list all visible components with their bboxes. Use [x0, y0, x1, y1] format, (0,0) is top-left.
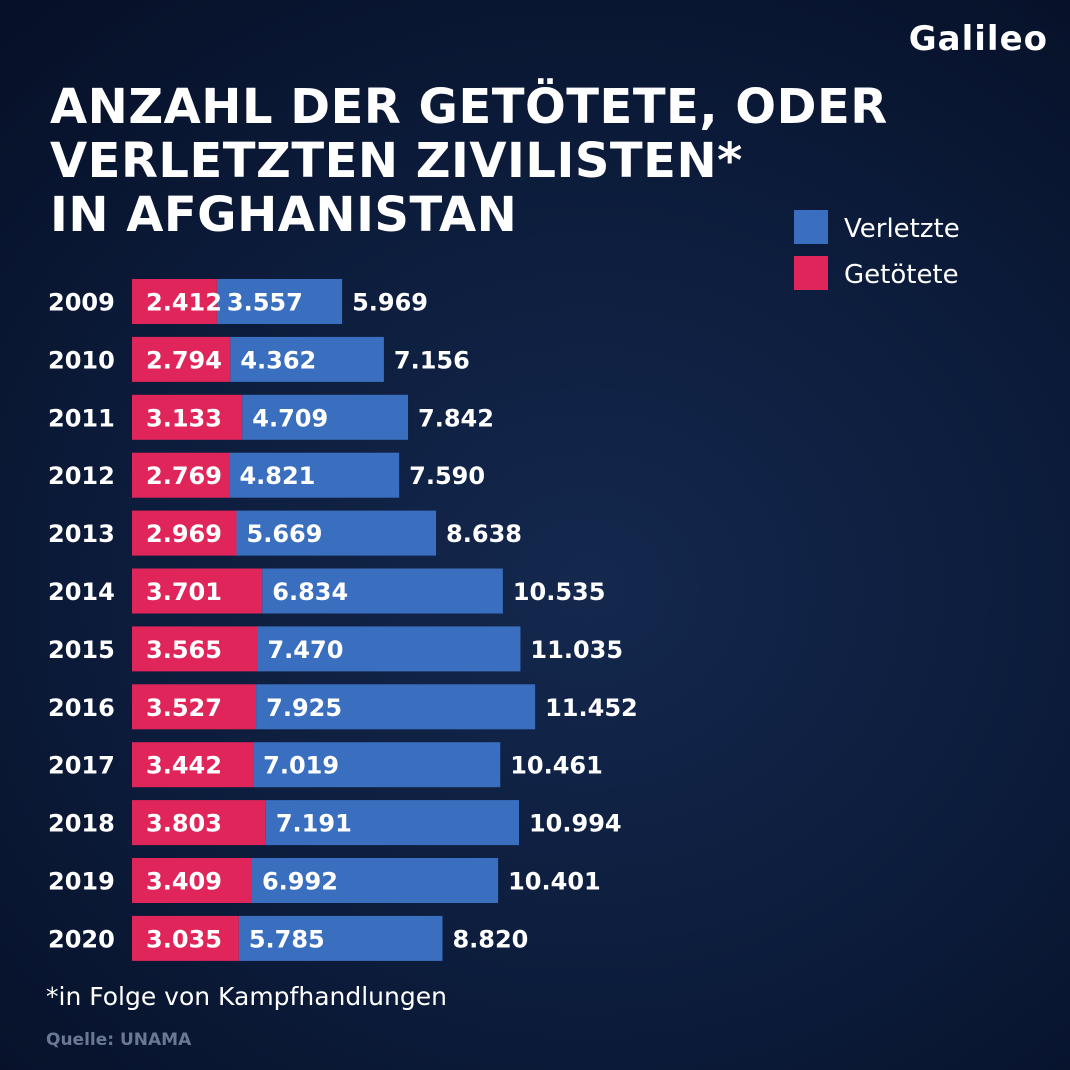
title-line-1: ANZAHL DER GETÖTETE, ODER: [50, 79, 888, 135]
year-label: 2016: [48, 694, 115, 722]
total-value-label: 11.452: [545, 694, 638, 722]
injured-value-label: 7.191: [276, 810, 352, 838]
killed-value-label: 3.035: [146, 925, 222, 953]
total-value-label: 5.969: [352, 289, 428, 317]
injured-value-label: 7.470: [267, 636, 343, 664]
total-value-label: 10.401: [508, 868, 601, 896]
injured-value-label: 5.669: [247, 520, 323, 548]
bar-killed: [132, 626, 258, 672]
injured-value-label: 6.834: [272, 578, 348, 606]
bar-killed: [132, 510, 237, 556]
bar-injured: [230, 336, 384, 382]
year-label: 2015: [48, 636, 115, 664]
bar-injured: [236, 510, 437, 556]
total-value-label: 10.994: [529, 810, 622, 838]
bar-injured: [216, 279, 343, 324]
year-label: 2019: [48, 868, 115, 896]
injured-value-label: 4.362: [240, 346, 316, 374]
killed-value-label: 3.803: [146, 810, 222, 838]
legend-label: Verletzte: [844, 214, 960, 244]
year-label: 2012: [48, 462, 115, 490]
bar-injured: [242, 394, 409, 440]
year-label: 2010: [48, 346, 115, 374]
legend-swatch: [794, 210, 828, 244]
year-label: 2009: [48, 289, 115, 317]
bar-killed: [132, 279, 217, 324]
killed-value-label: 2.794: [146, 346, 222, 374]
bar-injured: [251, 858, 499, 903]
year-label: 2020: [48, 925, 115, 953]
killed-value-label: 3.409: [146, 868, 222, 896]
bar-killed: [132, 452, 230, 498]
bar-killed: [132, 684, 257, 730]
total-value-label: 7.842: [418, 404, 494, 432]
bar-killed: [132, 394, 243, 440]
killed-value-label: 3.527: [146, 694, 222, 722]
bar-killed: [132, 915, 239, 961]
bar-killed: [132, 336, 231, 382]
injured-value-label: 4.709: [252, 404, 328, 432]
total-value-label: 11.035: [530, 636, 623, 664]
footnote: *in Folge von Kampfhandlungen: [46, 982, 447, 1011]
bar-killed: [132, 742, 254, 788]
killed-value-label: 2.769: [146, 462, 222, 490]
legend-swatch: [794, 256, 828, 290]
injured-value-label: 7.019: [263, 752, 339, 780]
year-label: 2014: [48, 578, 115, 606]
bar-killed: [132, 568, 263, 614]
killed-value-label: 2.969: [146, 520, 222, 548]
killed-value-label: 2.412: [146, 289, 222, 317]
year-label: 2011: [48, 404, 115, 432]
total-value-label: 8.820: [452, 925, 528, 953]
injured-value-label: 7.925: [266, 694, 342, 722]
galileo-logo: Galileo: [908, 19, 1048, 59]
chart-title: ANZAHL DER GETÖTETE, ODER VERLETZTEN ZIV…: [50, 80, 950, 242]
year-label: 2017: [48, 752, 115, 780]
bar-injured: [253, 742, 501, 788]
year-label: 2013: [48, 520, 115, 548]
bar-killed: [132, 800, 266, 846]
total-value-label: 7.590: [409, 462, 485, 490]
total-value-label: 7.156: [394, 346, 470, 374]
bar-injured: [262, 568, 503, 614]
injured-value-label: 4.821: [239, 462, 315, 490]
bar-killed: [132, 858, 252, 903]
bar-injured: [265, 800, 519, 846]
bar-injured: [238, 915, 443, 961]
title-line-2: VERLETZTEN ZIVILISTEN*: [50, 133, 743, 189]
total-value-label: 10.535: [513, 578, 606, 606]
title-line-3: IN AFGHANISTAN: [50, 187, 518, 243]
bar-injured: [229, 452, 400, 498]
bar-injured: [256, 684, 536, 730]
bar-injured: [257, 626, 521, 672]
total-value-label: 8.638: [446, 520, 522, 548]
killed-value-label: 3.442: [146, 752, 222, 780]
total-value-label: 10.461: [510, 752, 603, 780]
injured-value-label: 6.992: [262, 868, 338, 896]
legend-label: Getötete: [844, 260, 959, 290]
killed-value-label: 3.565: [146, 636, 222, 664]
injured-value-label: 5.785: [249, 925, 325, 953]
year-label: 2018: [48, 810, 115, 838]
source-note: Quelle: UNAMA: [46, 1030, 192, 1050]
killed-value-label: 3.701: [146, 578, 222, 606]
injured-value-label: 3.557: [227, 289, 303, 317]
killed-value-label: 3.133: [146, 404, 222, 432]
